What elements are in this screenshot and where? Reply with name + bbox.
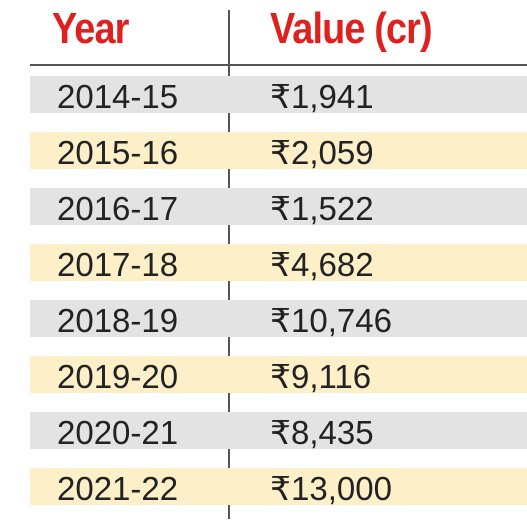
value-cell: ₹2,059: [270, 134, 374, 171]
year-cell: 2020-21: [57, 414, 179, 451]
table-header: Year Value (cr): [0, 0, 527, 62]
column-header-value: Value (cr): [270, 4, 433, 53]
table-row: 2019-20 ₹9,116: [30, 356, 527, 395]
year-cell: 2016-17: [57, 190, 179, 227]
table-row: 2014-15 ₹1,941: [30, 76, 527, 115]
table-row: 2018-19 ₹10,746: [30, 300, 527, 339]
year-cell: 2019-20: [57, 358, 179, 395]
value-cell: ₹1,941: [270, 78, 374, 115]
year-cell: 2018-19: [57, 302, 179, 339]
value-cell: ₹13,000: [270, 470, 392, 507]
value-cell: ₹9,116: [270, 358, 372, 395]
table-row: 2017-18 ₹4,682: [30, 244, 527, 283]
value-cell: ₹8,435: [270, 414, 374, 451]
column-header-year: Year: [52, 4, 129, 53]
year-cell: 2015-16: [57, 134, 179, 171]
year-cell: 2014-15: [57, 78, 179, 115]
table-row: 2015-16 ₹2,059: [30, 132, 527, 171]
table-body: 2014-15 ₹1,941 2015-16 ₹2,059 2016-17 ₹1…: [30, 76, 527, 524]
year-cell: 2017-18: [57, 246, 179, 283]
table-row: 2016-17 ₹1,522: [30, 188, 527, 227]
value-cell: ₹1,522: [270, 190, 374, 227]
table-row: 2020-21 ₹8,435: [30, 412, 527, 451]
value-cell: ₹10,746: [270, 302, 392, 339]
year-cell: 2021-22: [57, 470, 179, 507]
table-row: 2021-22 ₹13,000: [30, 468, 527, 507]
header-divider: [30, 64, 527, 66]
value-cell: ₹4,682: [270, 246, 374, 283]
